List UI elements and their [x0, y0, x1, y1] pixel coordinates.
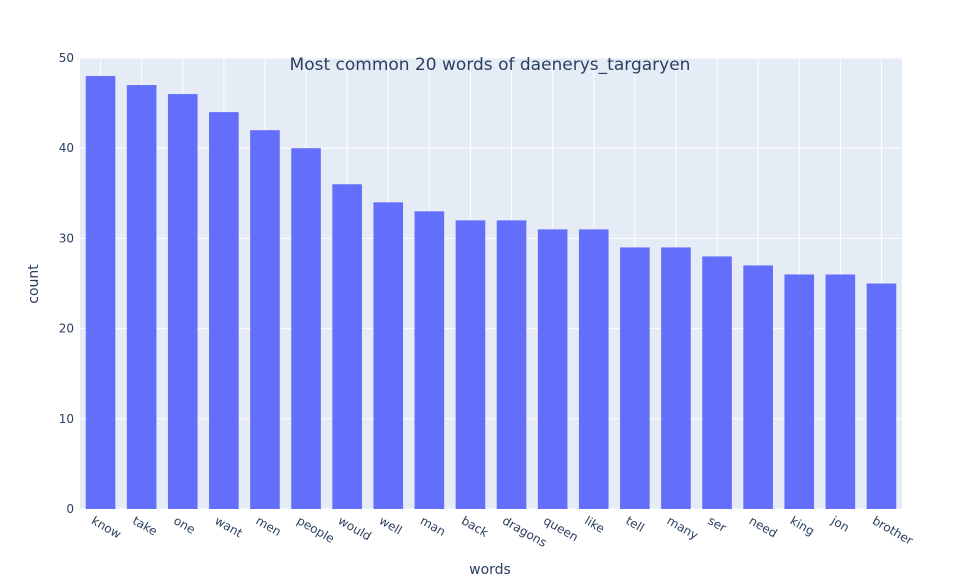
- bar-brother: [866, 283, 897, 509]
- y-tick-label: 40: [59, 141, 74, 155]
- x-tick-label: well: [377, 513, 405, 537]
- y-tick-label: 0: [66, 502, 74, 516]
- x-tick-label: like: [582, 513, 607, 535]
- bar-queen: [537, 229, 568, 509]
- x-tick-label: one: [171, 513, 197, 536]
- x-tick-label: dragons: [500, 513, 549, 549]
- y-tick-label: 10: [59, 412, 74, 426]
- bar-back: [455, 220, 486, 510]
- bar-one: [167, 94, 198, 509]
- bar-want: [209, 112, 239, 510]
- x-tick-label: brother: [870, 513, 915, 547]
- plot-area: [80, 58, 902, 509]
- y-axis-title: count: [26, 264, 42, 304]
- x-tick-label: ser: [706, 513, 729, 534]
- bar-king: [784, 274, 815, 509]
- x-tick-label: would: [336, 513, 374, 543]
- bar-many: [661, 247, 691, 510]
- x-tick-label: king: [788, 513, 817, 538]
- x-tick-label: jon: [828, 513, 852, 535]
- bar-know: [85, 76, 116, 509]
- bar-tell: [620, 247, 650, 510]
- y-tick-label: 30: [59, 231, 74, 245]
- bar-man: [414, 211, 445, 509]
- bar-jon: [825, 274, 856, 509]
- bar-need: [743, 265, 773, 509]
- bar-ser: [702, 256, 732, 509]
- bar-men: [250, 130, 280, 509]
- bar-like: [578, 229, 609, 509]
- x-tick-label: men: [253, 513, 283, 538]
- x-tick-label: want: [212, 513, 245, 540]
- x-axis-title: words: [469, 562, 511, 578]
- y-axis-ticks: 0 10 20 30 40 50: [59, 51, 74, 516]
- bar-take: [126, 85, 157, 509]
- y-tick-label: 50: [59, 51, 74, 65]
- x-tick-label: need: [747, 513, 780, 540]
- chart-title: Most common 20 words of daenerys_targary…: [290, 55, 691, 75]
- x-tick-label: tell: [623, 513, 646, 535]
- bar-people: [291, 148, 321, 509]
- bar-well: [373, 202, 404, 509]
- bars: [85, 76, 897, 510]
- x-tick-label: people: [295, 513, 337, 545]
- y-tick-label: 20: [59, 322, 74, 336]
- bar-would: [332, 184, 362, 509]
- x-tick-label: back: [459, 513, 491, 539]
- bar-dragons: [496, 220, 527, 510]
- x-tick-label: many: [664, 513, 700, 542]
- x-tick-label: take: [130, 513, 159, 538]
- x-tick-label: know: [89, 513, 124, 541]
- x-tick-label: man: [418, 513, 448, 538]
